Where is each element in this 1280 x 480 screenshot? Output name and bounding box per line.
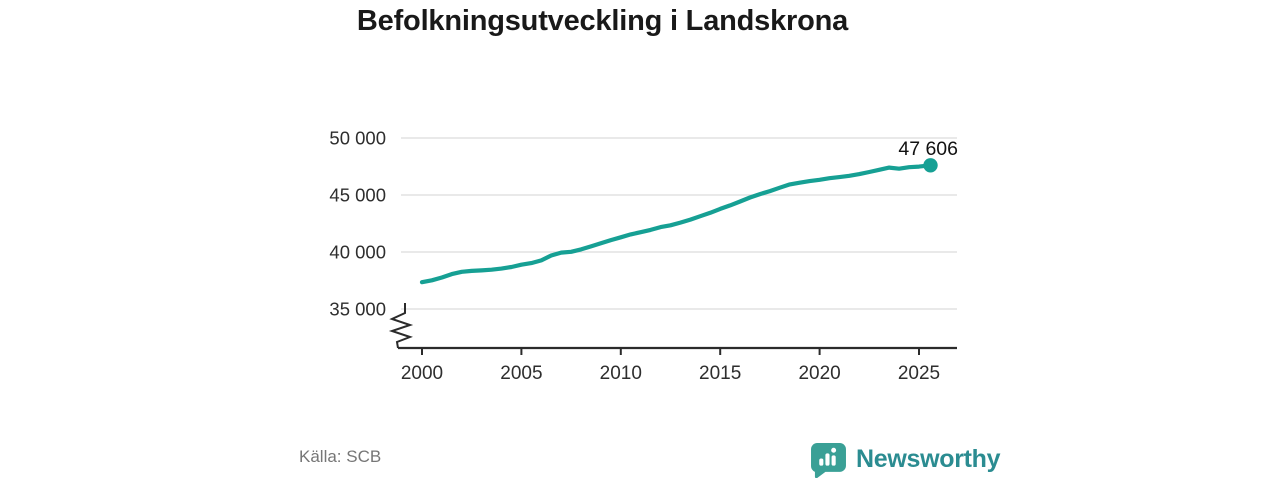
x-tick-label: 2005 <box>500 363 542 384</box>
y-tick-label: 40 000 <box>329 242 386 263</box>
data-series: 47 606 <box>419 138 958 285</box>
newsworthy-logo-icon <box>811 443 846 478</box>
x-axis <box>398 346 957 355</box>
x-tick-labels: 2000 2005 2010 2015 2020 2025 <box>401 363 940 384</box>
y-tick-label: 45 000 <box>329 185 386 206</box>
y-tick-label: 50 000 <box>329 128 386 149</box>
chart-title: Befolkningsutveckling i Landskrona <box>356 5 849 37</box>
x-tick-label: 2010 <box>600 363 642 384</box>
bar-exclamation-stem <box>831 455 836 466</box>
x-tick-label: 2020 <box>798 363 840 384</box>
exclamation-dot <box>831 447 837 453</box>
source-label: Källa: SCB <box>299 447 382 466</box>
x-tick-label: 2000 <box>401 363 443 384</box>
y-tick-labels: 50 000 45 000 40 000 35 000 <box>329 128 386 320</box>
population-line <box>419 163 933 285</box>
bar-tall <box>825 453 830 466</box>
x-tick-label: 2025 <box>898 363 940 384</box>
gridlines <box>401 137 957 310</box>
axis-break-zigzag <box>388 303 414 349</box>
latest-value-label: 47 606 <box>898 138 958 160</box>
newsworthy-wordmark: Newsworthy <box>856 445 1001 473</box>
latest-point-marker <box>923 158 938 173</box>
bar-small <box>819 458 824 466</box>
x-tick-label: 2015 <box>699 363 741 384</box>
newsworthy-logo: Newsworthy <box>810 441 1001 478</box>
y-tick-label: 35 000 <box>329 299 386 320</box>
axis-break-icon <box>388 303 414 349</box>
